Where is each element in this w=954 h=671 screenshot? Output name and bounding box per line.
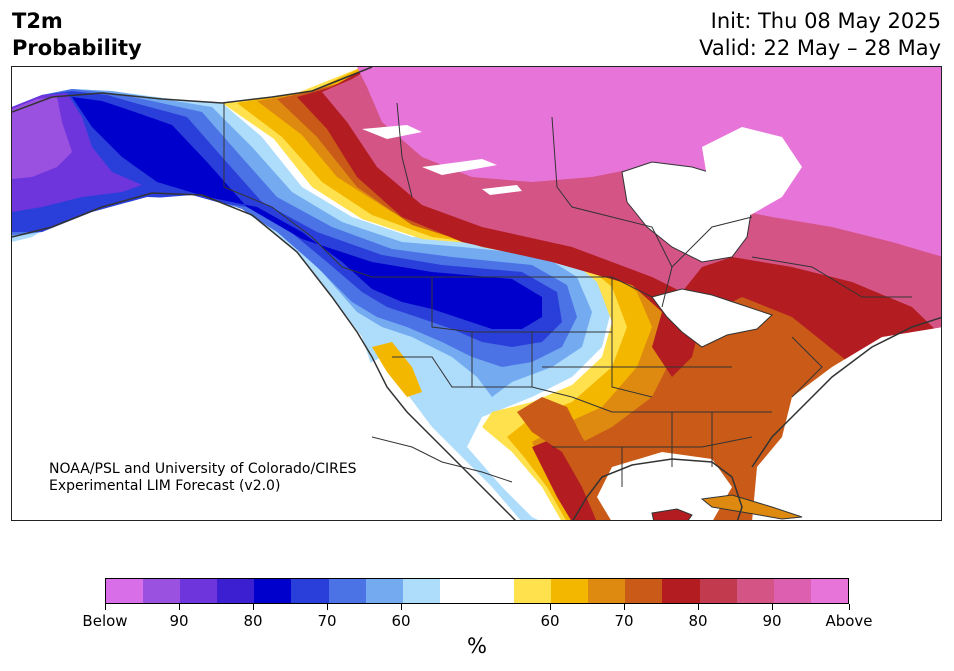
below-55-region xyxy=(12,89,612,520)
greenland-white xyxy=(702,127,802,217)
colorbar-segment xyxy=(291,579,329,603)
texas-hotspot-70 xyxy=(517,397,612,520)
credit-text: NOAA/PSL and University of Colorado/CIRE… xyxy=(49,461,357,495)
credit-line-1: NOAA/PSL and University of Colorado/CIRE… xyxy=(49,461,357,477)
strong-above-region xyxy=(357,67,941,257)
colorbar-tick xyxy=(624,604,625,610)
colorbar-segment xyxy=(662,579,700,603)
credit-line-2: Experimental LIM Forecast (v2.0) xyxy=(49,478,281,494)
variable-label: T2m xyxy=(12,9,63,33)
colorbar-segment xyxy=(254,579,292,603)
colorbar-segment xyxy=(402,579,440,603)
colorbar-segment xyxy=(773,579,811,603)
political-borders xyxy=(223,102,912,487)
colorbar-segment xyxy=(588,579,626,603)
coastline xyxy=(12,67,941,520)
colorbar-segment xyxy=(328,579,366,603)
colorbar-tick xyxy=(253,604,254,610)
colorbar-tick xyxy=(327,604,328,610)
colorbar-tick xyxy=(849,604,850,610)
colorbar-segment xyxy=(180,579,218,603)
strong-below-region xyxy=(12,97,72,179)
atlantic-ocean xyxy=(752,327,941,520)
colorbar-tick-label: 80 xyxy=(243,612,263,630)
arctic-inlet-2 xyxy=(422,159,497,175)
arctic-inlet-1 xyxy=(362,125,422,139)
colorbar-segment xyxy=(106,579,144,603)
colorbar-segment xyxy=(476,579,515,603)
colorbar-segment xyxy=(217,579,255,603)
colorbar-tick-label: 60 xyxy=(391,612,411,630)
init-date: Init: Thu 08 May 2025 xyxy=(710,9,941,33)
colorbar-tick xyxy=(550,604,551,610)
below-80-region xyxy=(72,97,542,329)
colorbar-segment xyxy=(365,579,403,603)
map-title: T2m Probability xyxy=(12,8,142,62)
colorbar-tick xyxy=(105,604,106,610)
colorbar-tick-label: Above xyxy=(825,612,873,630)
colorbar-tick-label: 80 xyxy=(688,612,708,630)
colorbar-tick-label: 90 xyxy=(762,612,782,630)
valid-range: Valid: 22 May – 28 May xyxy=(699,36,941,60)
colorbar-tick xyxy=(179,604,180,610)
colorbar-segment xyxy=(625,579,663,603)
pacific-ocean xyxy=(12,195,521,520)
colorbar-segment xyxy=(810,579,848,603)
colorbar-tick-label: Below xyxy=(82,612,128,630)
colorbar-tick xyxy=(401,604,402,610)
colorbar-segment xyxy=(699,579,737,603)
date-info: Init: Thu 08 May 2025 Valid: 22 May – 28… xyxy=(699,8,941,62)
colorbar-tick-label: 70 xyxy=(614,612,634,630)
product-label: Probability xyxy=(12,36,142,60)
california-warm-pocket xyxy=(372,342,422,397)
colorbar-segment xyxy=(439,579,477,603)
colorbar-segment xyxy=(551,579,589,603)
probability-colorbar xyxy=(105,578,849,604)
colorbar-segment xyxy=(143,579,181,603)
gulf-of-mexico xyxy=(597,452,732,520)
colorbar-segment xyxy=(736,579,774,603)
forecast-map xyxy=(11,66,942,521)
colorbar-tick-label: 90 xyxy=(169,612,189,630)
colorbar-segment xyxy=(514,579,552,603)
colorbar-tick-label: 60 xyxy=(540,612,560,630)
colorbar-tick xyxy=(772,604,773,610)
arctic-inlet-3 xyxy=(482,185,522,195)
colorbar-tick xyxy=(698,604,699,610)
great-lakes xyxy=(651,288,773,348)
texas-hotspot-80 xyxy=(532,437,597,520)
colorbar-tick-label: 70 xyxy=(317,612,337,630)
colorbar-unit: % xyxy=(467,634,487,658)
map-canvas xyxy=(12,67,941,520)
hispaniola-hotspot xyxy=(651,508,693,520)
